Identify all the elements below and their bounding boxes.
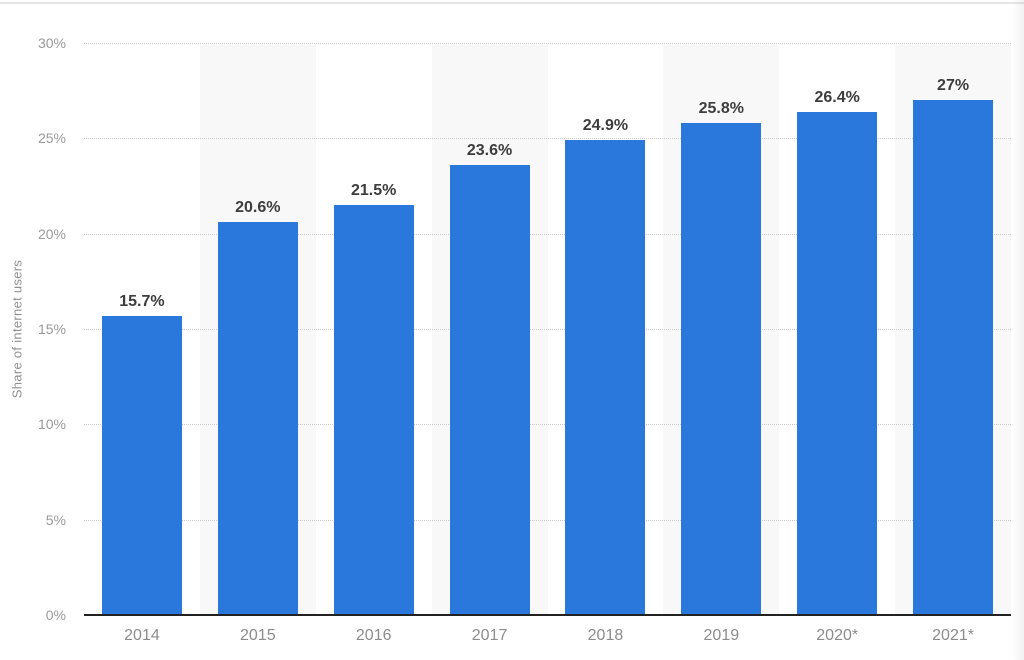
bar-value-label-2021: 27% [937, 77, 970, 95]
x-tick-label-2015: 2015 [240, 627, 276, 644]
bar-value-label-2016: 21.5% [351, 182, 397, 200]
y-tick-label-25pct: 25% [37, 130, 66, 147]
right-edge-shadow [1012, 0, 1024, 660]
bar-2017 [449, 165, 530, 615]
bar-2014 [101, 315, 182, 615]
bar-value-label-2020: 26.4% [814, 88, 860, 106]
bar-2015 [217, 222, 298, 615]
top-border-line [0, 2, 1024, 4]
x-tick-label-2017: 2017 [471, 627, 508, 644]
bar-2020 [797, 111, 878, 615]
bar-value-label-2017: 23.6% [466, 142, 513, 160]
bar-2016 [333, 205, 414, 615]
x-axis-line [84, 614, 1011, 616]
bar-value-label-2019: 25.8% [698, 100, 744, 118]
y-tick-label-15pct: 15% [37, 321, 66, 337]
gridline-10pct [84, 424, 1011, 426]
gridline-20pct [84, 233, 1011, 235]
bar-value-label-2018: 24.9% [582, 117, 629, 135]
x-tick-label-2016: 2016 [355, 627, 392, 644]
gridline-5pct [84, 519, 1011, 521]
y-tick-label-20pct: 20% [37, 225, 66, 242]
bar-2019 [681, 123, 762, 615]
y-tick-label-5pct: 5% [45, 511, 66, 528]
gridline-30pct [84, 43, 1011, 44]
x-tick-label-2020: 2020* [816, 627, 859, 644]
x-tick-label-2021: 2021* [932, 627, 974, 644]
bar-value-label-2015: 20.6% [235, 199, 281, 217]
y-tick-label-10pct: 10% [37, 416, 66, 433]
y-tick-label-30pct: 30% [37, 35, 66, 51]
x-tick-label-2018: 2018 [587, 627, 624, 644]
bar-2018 [565, 140, 646, 615]
gridline-15pct [84, 329, 1011, 330]
y-tick-label-0pct: 0% [45, 607, 66, 623]
plot-area: 15.7% 20.6% 21.5% 23.6% 24.9% 25.8% 26.4% 27% [84, 43, 1011, 615]
x-tick-label-2014: 2014 [124, 627, 160, 644]
x-tick-label-2019: 2019 [703, 627, 740, 644]
gridline-25pct [84, 138, 1011, 140]
bar-value-label-2014: 15.7% [119, 292, 165, 310]
bar-2021 [913, 100, 994, 615]
